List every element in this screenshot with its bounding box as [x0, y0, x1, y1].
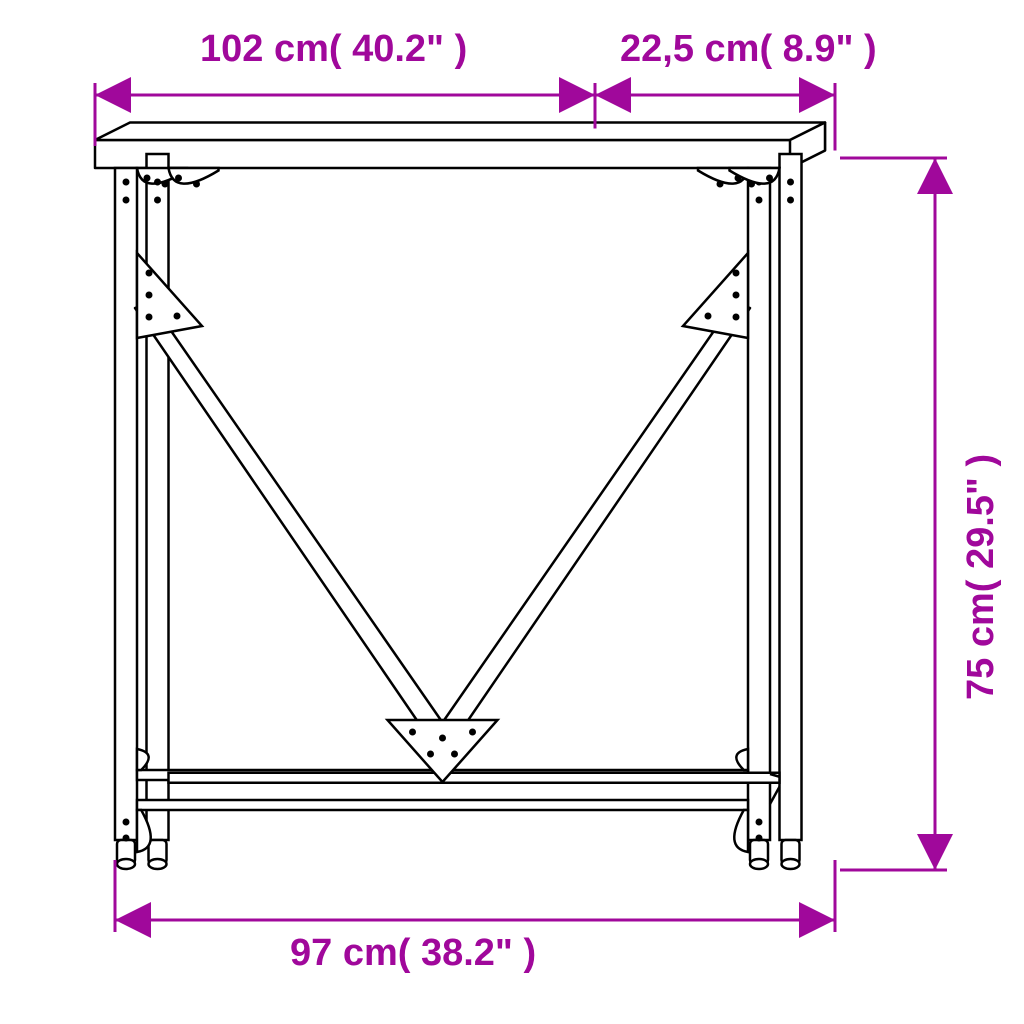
dim-label-height: 75 cm( 29.5" ) [960, 454, 1003, 700]
table-outline [95, 123, 825, 870]
dimension-diagram [0, 0, 1024, 1024]
dim-label-depth-top: 22,5 cm( 8.9" ) [620, 28, 877, 71]
dim-label-width-bot: 97 cm( 38.2" ) [290, 932, 536, 975]
dim-label-width-top: 102 cm( 40.2" ) [200, 28, 467, 71]
